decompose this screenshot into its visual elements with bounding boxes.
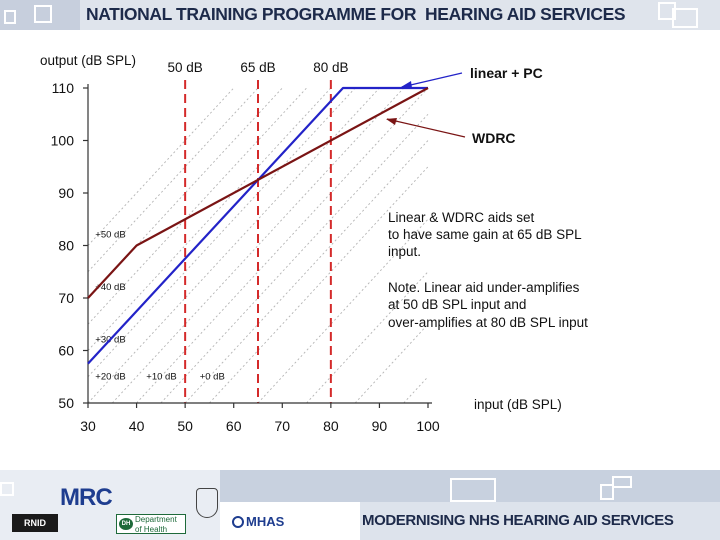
- gain-lines: +50 dB+40 dB+30 dB+20 dB +10 dB +0 dB: [87, 87, 429, 404]
- note-line: Note. Linear aid under-amplifies: [388, 280, 580, 295]
- x-axis-label: input (dB SPL): [474, 397, 562, 412]
- decorative-square-icon: [658, 2, 676, 20]
- gain-line: [306, 271, 429, 404]
- gain-line: [87, 87, 235, 246]
- rnid-logo: RNID: [12, 514, 58, 532]
- y-tick-label: 80: [58, 238, 74, 254]
- y-tick-label: 110: [52, 80, 75, 96]
- x-tick-label: 100: [416, 418, 440, 434]
- gain-line: [257, 218, 429, 404]
- footer-slogan: MODERNISING NHS HEARING AID SERVICES: [362, 512, 674, 529]
- x-tick-label: 40: [129, 418, 145, 434]
- decorative-square-icon: [450, 478, 496, 502]
- callouts: linear + PC WDRC: [386, 65, 543, 146]
- y-tick-label: 50: [58, 395, 74, 411]
- gain-label: +0 dB: [200, 371, 225, 382]
- note-line: at 50 dB SPL input and: [388, 297, 526, 312]
- footer-slogan-band: [360, 502, 720, 540]
- legend-label-linear: linear + PC: [470, 65, 543, 81]
- y-axis-label: output (dB SPL): [40, 53, 136, 68]
- arrowhead-wdrc: [386, 118, 397, 125]
- note-line: over-amplifies at 80 dB SPL input: [388, 315, 588, 330]
- x-tick-label: 30: [80, 418, 96, 434]
- x-tick-label: 50: [177, 418, 193, 434]
- callout-arrow-linear: [401, 72, 463, 88]
- annotations: Linear & WDRC aids set to have same gain…: [388, 210, 588, 330]
- reference-lines: 50 dB 65 dB 80 dB: [168, 60, 348, 403]
- series-line-linear-pc: [87, 86, 428, 365]
- gain-line: [184, 140, 429, 404]
- decorative-square-icon: [612, 476, 632, 488]
- legend-label-wdrc: WDRC: [472, 130, 516, 146]
- gain-line: [136, 87, 429, 404]
- note-line: to have same gain at 65 dB SPL: [388, 227, 582, 242]
- gain-label: +10 dB: [146, 371, 176, 382]
- gain-line: [111, 87, 405, 404]
- decorative-square-icon: [600, 484, 614, 500]
- chart: +50 dB+40 dB+30 dB+20 dB +10 dB +0 dB 50 d…: [40, 53, 588, 434]
- series: [87, 86, 429, 365]
- mrc-logo: MRC: [60, 484, 113, 511]
- crest-logo: [196, 488, 218, 518]
- gain-line: [87, 87, 259, 273]
- axes: [87, 84, 432, 404]
- x-tick-label: 60: [226, 418, 242, 434]
- x-tick-label: 90: [372, 418, 388, 434]
- mhas-logo: MHAS: [232, 514, 284, 529]
- series-line-wdrc: [87, 87, 429, 299]
- gain-line: [87, 87, 356, 378]
- footer-accent-band: [220, 470, 720, 502]
- gain-label: +40 dB: [95, 282, 125, 293]
- callout-arrow-wdrc: [386, 118, 466, 138]
- gain-line: [403, 376, 429, 404]
- reference-line-label: 80 dB: [313, 60, 348, 75]
- gain-line: [354, 323, 429, 404]
- gain-label: +20 dB: [95, 371, 125, 382]
- decorative-square-icon: [0, 482, 14, 496]
- note-line: input.: [388, 244, 421, 259]
- page-title: NATIONAL TRAINING PROGRAMME FOR HEARING …: [86, 4, 626, 24]
- decorative-square-icon: [4, 10, 16, 24]
- decorative-square-icon: [34, 5, 52, 23]
- x-tick-label: 70: [274, 418, 290, 434]
- y-tick-label: 90: [58, 185, 74, 201]
- header-banner: NATIONAL TRAINING PROGRAMME FOR HEARING …: [0, 0, 720, 30]
- ticks: 50 60 70 80 90 100 110 30 40 50 60 70 80 90 100: [51, 80, 440, 434]
- reference-line-label: 65 dB: [240, 60, 275, 75]
- x-tick-label: 80: [323, 418, 339, 434]
- y-tick-label: 60: [58, 343, 74, 359]
- decorative-square-icon: [672, 8, 698, 28]
- note-line: Linear & WDRC aids set: [388, 210, 535, 225]
- y-tick-label: 70: [58, 290, 74, 306]
- arrowhead-linear: [401, 81, 412, 88]
- gain-line: [87, 87, 380, 404]
- department-of-health-logo: DH Department of Health: [116, 514, 186, 534]
- y-tick-label: 100: [51, 133, 75, 149]
- gain-label: +50 dB: [95, 230, 125, 241]
- footer-banner: MRC RNID DH Department of Health MHAS MOD…: [0, 470, 720, 540]
- reference-line-label: 50 dB: [168, 60, 203, 75]
- gain-line: [87, 87, 332, 351]
